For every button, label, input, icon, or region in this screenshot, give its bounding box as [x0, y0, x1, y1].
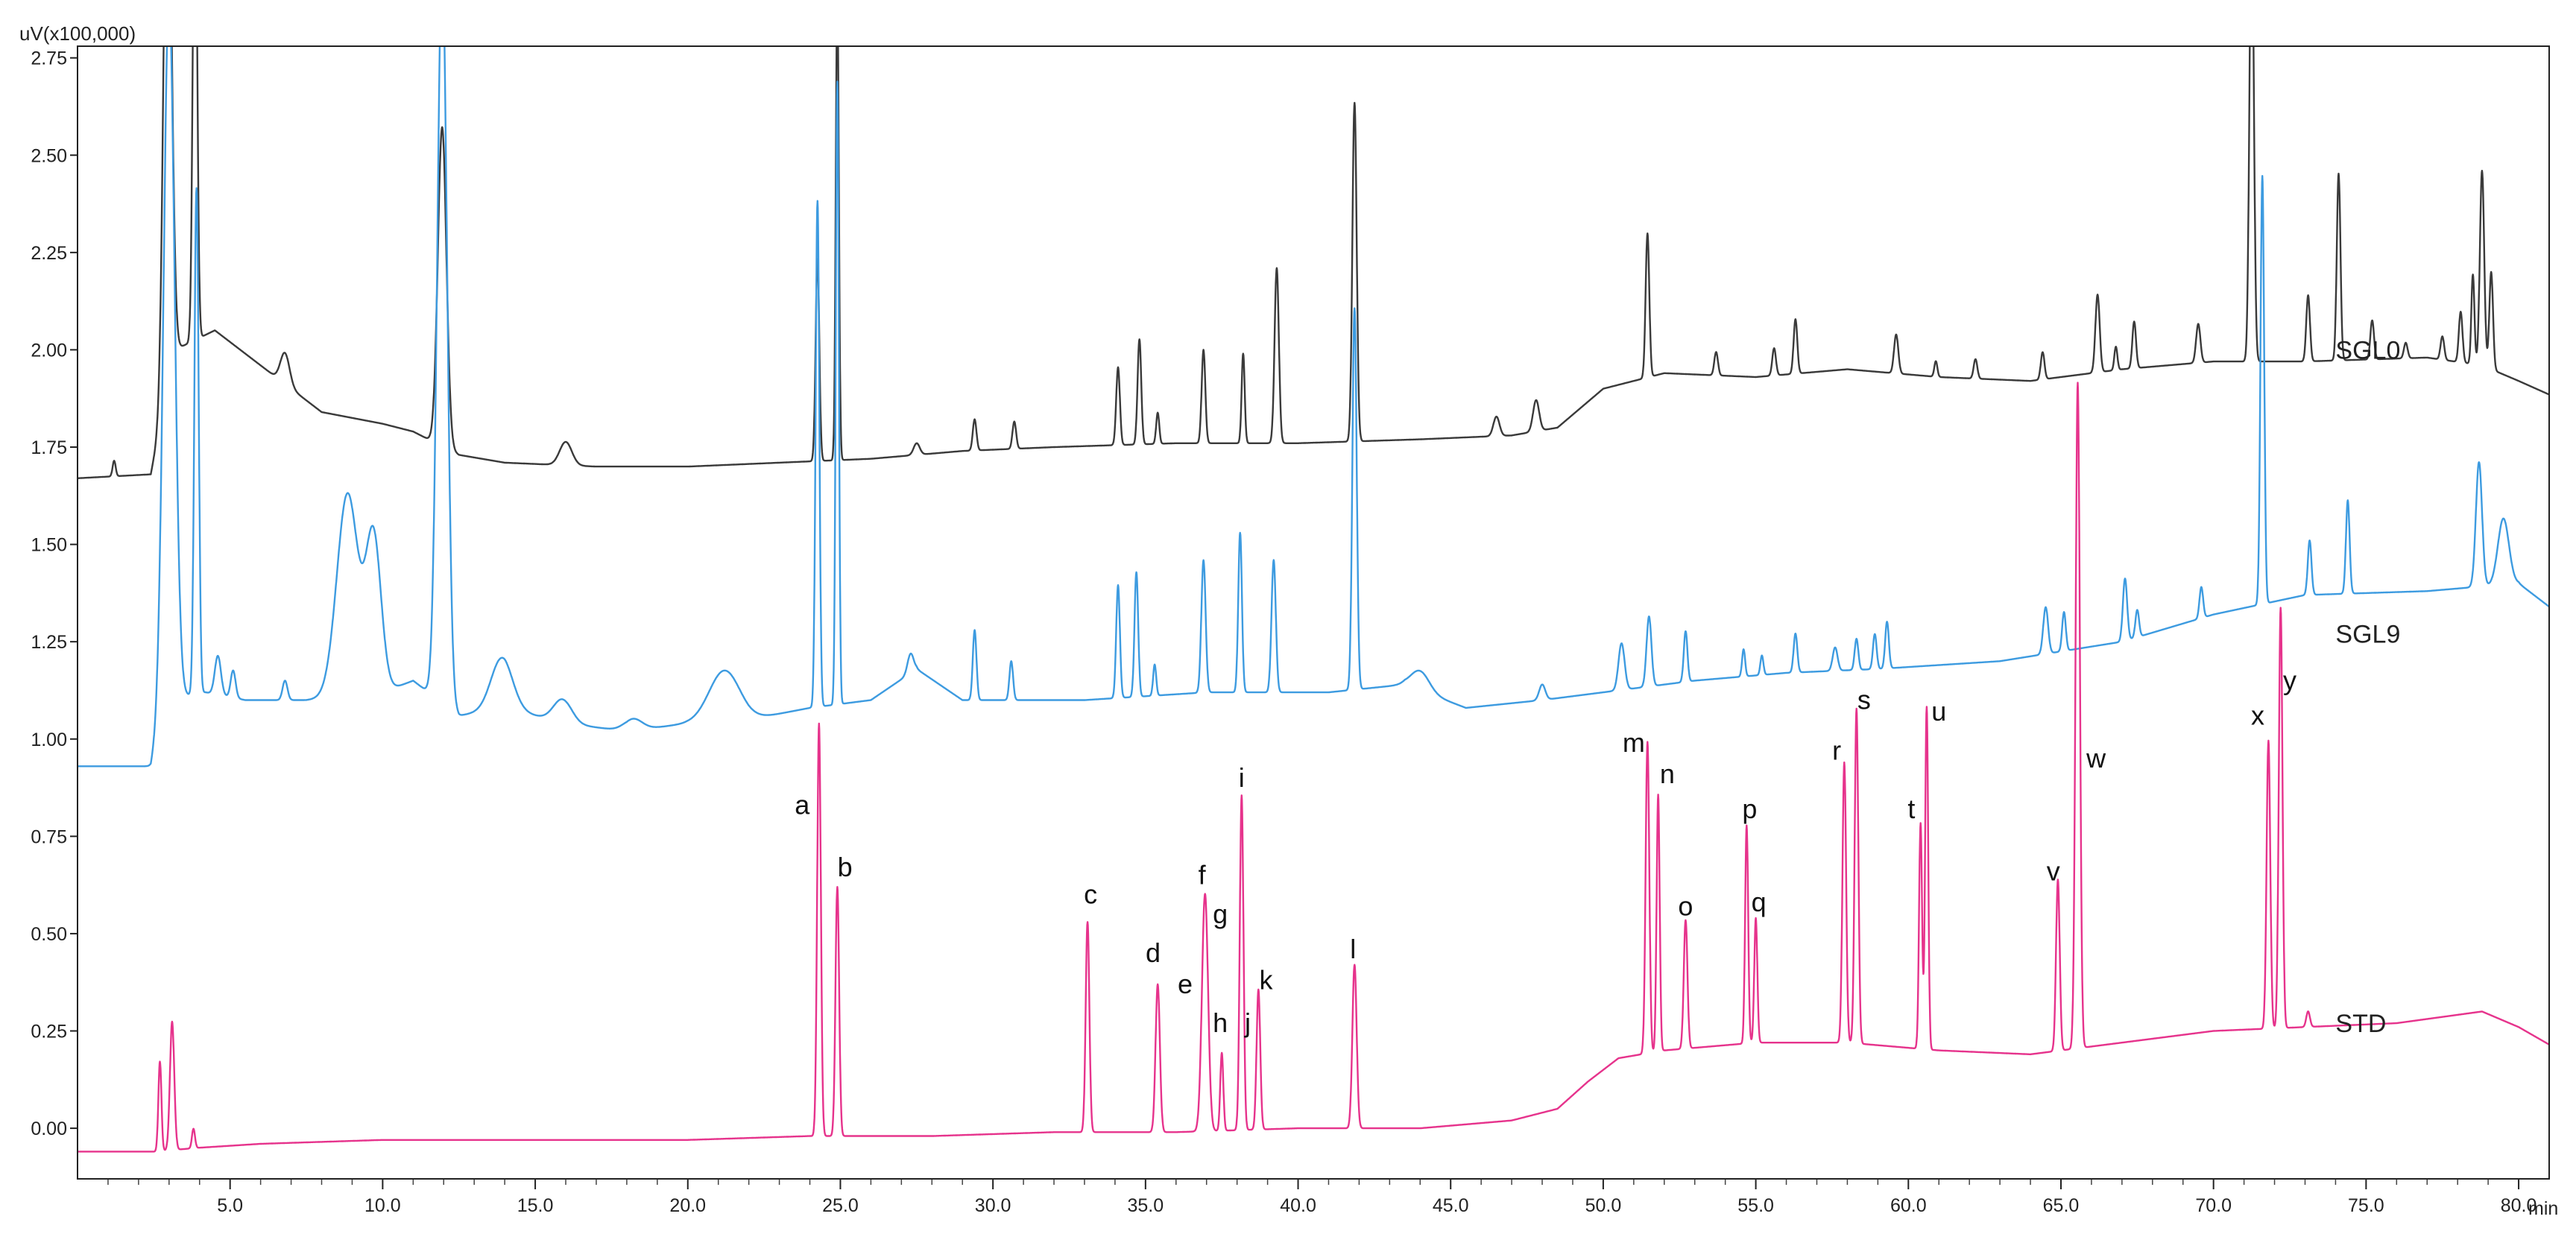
- x-tick-label: 25.0: [822, 1195, 859, 1216]
- peak-label: a: [795, 790, 810, 820]
- peak-label: m: [1623, 727, 1645, 758]
- x-tick-label: 40.0: [1280, 1195, 1316, 1216]
- x-tick-label: 15.0: [517, 1195, 554, 1216]
- y-tick-label: 1.00: [31, 730, 67, 750]
- peak-label: q: [1752, 887, 1767, 917]
- trace-label-std: STD: [2335, 1010, 2386, 1038]
- x-tick-label: 20.0: [669, 1195, 706, 1216]
- peak-label: w: [2086, 743, 2106, 773]
- peak-label: u: [1931, 696, 1946, 727]
- peak-label: n: [1660, 759, 1675, 789]
- y-tick-label: 1.50: [31, 535, 67, 556]
- y-tick-label: 1.25: [31, 632, 67, 653]
- x-tick-label: 35.0: [1128, 1195, 1164, 1216]
- y-tick-label: 1.75: [31, 437, 67, 458]
- y-tick-label: 2.75: [31, 48, 67, 69]
- peak-label: r: [1832, 735, 1841, 765]
- y-tick-label: 0.75: [31, 826, 67, 847]
- peak-label: t: [1907, 794, 1915, 824]
- plot-frame: [77, 45, 2550, 1180]
- trace-label-sgl0: SGL0: [2335, 336, 2400, 364]
- y-tick-label: 0.25: [31, 1022, 67, 1042]
- x-tick-label: 80.0: [2501, 1195, 2537, 1216]
- y-tick-label: 0.50: [31, 924, 67, 945]
- trace-line-sgl0: [78, 46, 2549, 479]
- x-tick-label: 50.0: [1585, 1195, 1622, 1216]
- y-tick-label: 2.50: [31, 145, 67, 166]
- peak-label: y: [2283, 665, 2296, 695]
- x-tick-label: 10.0: [364, 1195, 401, 1216]
- peak-label: h: [1213, 1007, 1228, 1038]
- x-tick-label: 60.0: [1890, 1195, 1927, 1216]
- peak-label: d: [1146, 937, 1161, 968]
- x-axis-unit-label: min: [2528, 1198, 2558, 1219]
- x-tick-label: 30.0: [975, 1195, 1011, 1216]
- peak-label: s: [1857, 685, 1871, 715]
- y-tick-label: 2.25: [31, 243, 67, 264]
- y-axis-unit-label: uV(x100,000): [19, 22, 136, 45]
- y-tick-label: 0.00: [31, 1118, 67, 1139]
- x-tick-label: 70.0: [2195, 1195, 2232, 1216]
- x-tick-label: 75.0: [2348, 1195, 2384, 1216]
- peak-label: x: [2251, 700, 2264, 730]
- x-tick-label: 5.0: [217, 1195, 243, 1216]
- peak-label: i: [1239, 762, 1245, 793]
- peak-label: f: [1199, 860, 1207, 890]
- trace-label-group: SGL0 SGL9 STD: [2335, 336, 2400, 1038]
- x-tick-label: 65.0: [2043, 1195, 2080, 1216]
- x-tick-label: 45.0: [1433, 1195, 1469, 1216]
- trace-group: [78, 46, 2549, 1153]
- peak-label: g: [1213, 899, 1228, 929]
- trace-line-sgl9: [78, 46, 2549, 768]
- trace-label-sgl9: SGL9: [2335, 621, 2400, 649]
- peak-label: j: [1244, 1007, 1251, 1038]
- peak-label: e: [1178, 969, 1193, 999]
- peak-label: b: [838, 852, 853, 882]
- trace-line-std: [78, 382, 2549, 1153]
- peak-label: k: [1260, 965, 1274, 996]
- x-tick-label: 55.0: [1737, 1195, 1774, 1216]
- x-axis: 5.0 10.0 15.0 20.0 25.0 30.0 35.0 40.0 45.0 50.0 5…: [107, 1179, 2537, 1216]
- peak-label-group: a b c de fg h i jk l mn o p q rs t u v w xy: [795, 665, 2296, 1038]
- peak-label: c: [1084, 879, 1097, 910]
- y-tick-label: 2.00: [31, 340, 67, 361]
- peak-label: l: [1350, 934, 1356, 964]
- y-axis: 0.00 0.25 0.50 0.75 1.00 1.25 1.50 1.75 2.00 2.25…: [31, 48, 78, 1139]
- peak-label: p: [1742, 794, 1757, 824]
- peak-label: o: [1678, 890, 1693, 921]
- peak-label: v: [2047, 855, 2060, 886]
